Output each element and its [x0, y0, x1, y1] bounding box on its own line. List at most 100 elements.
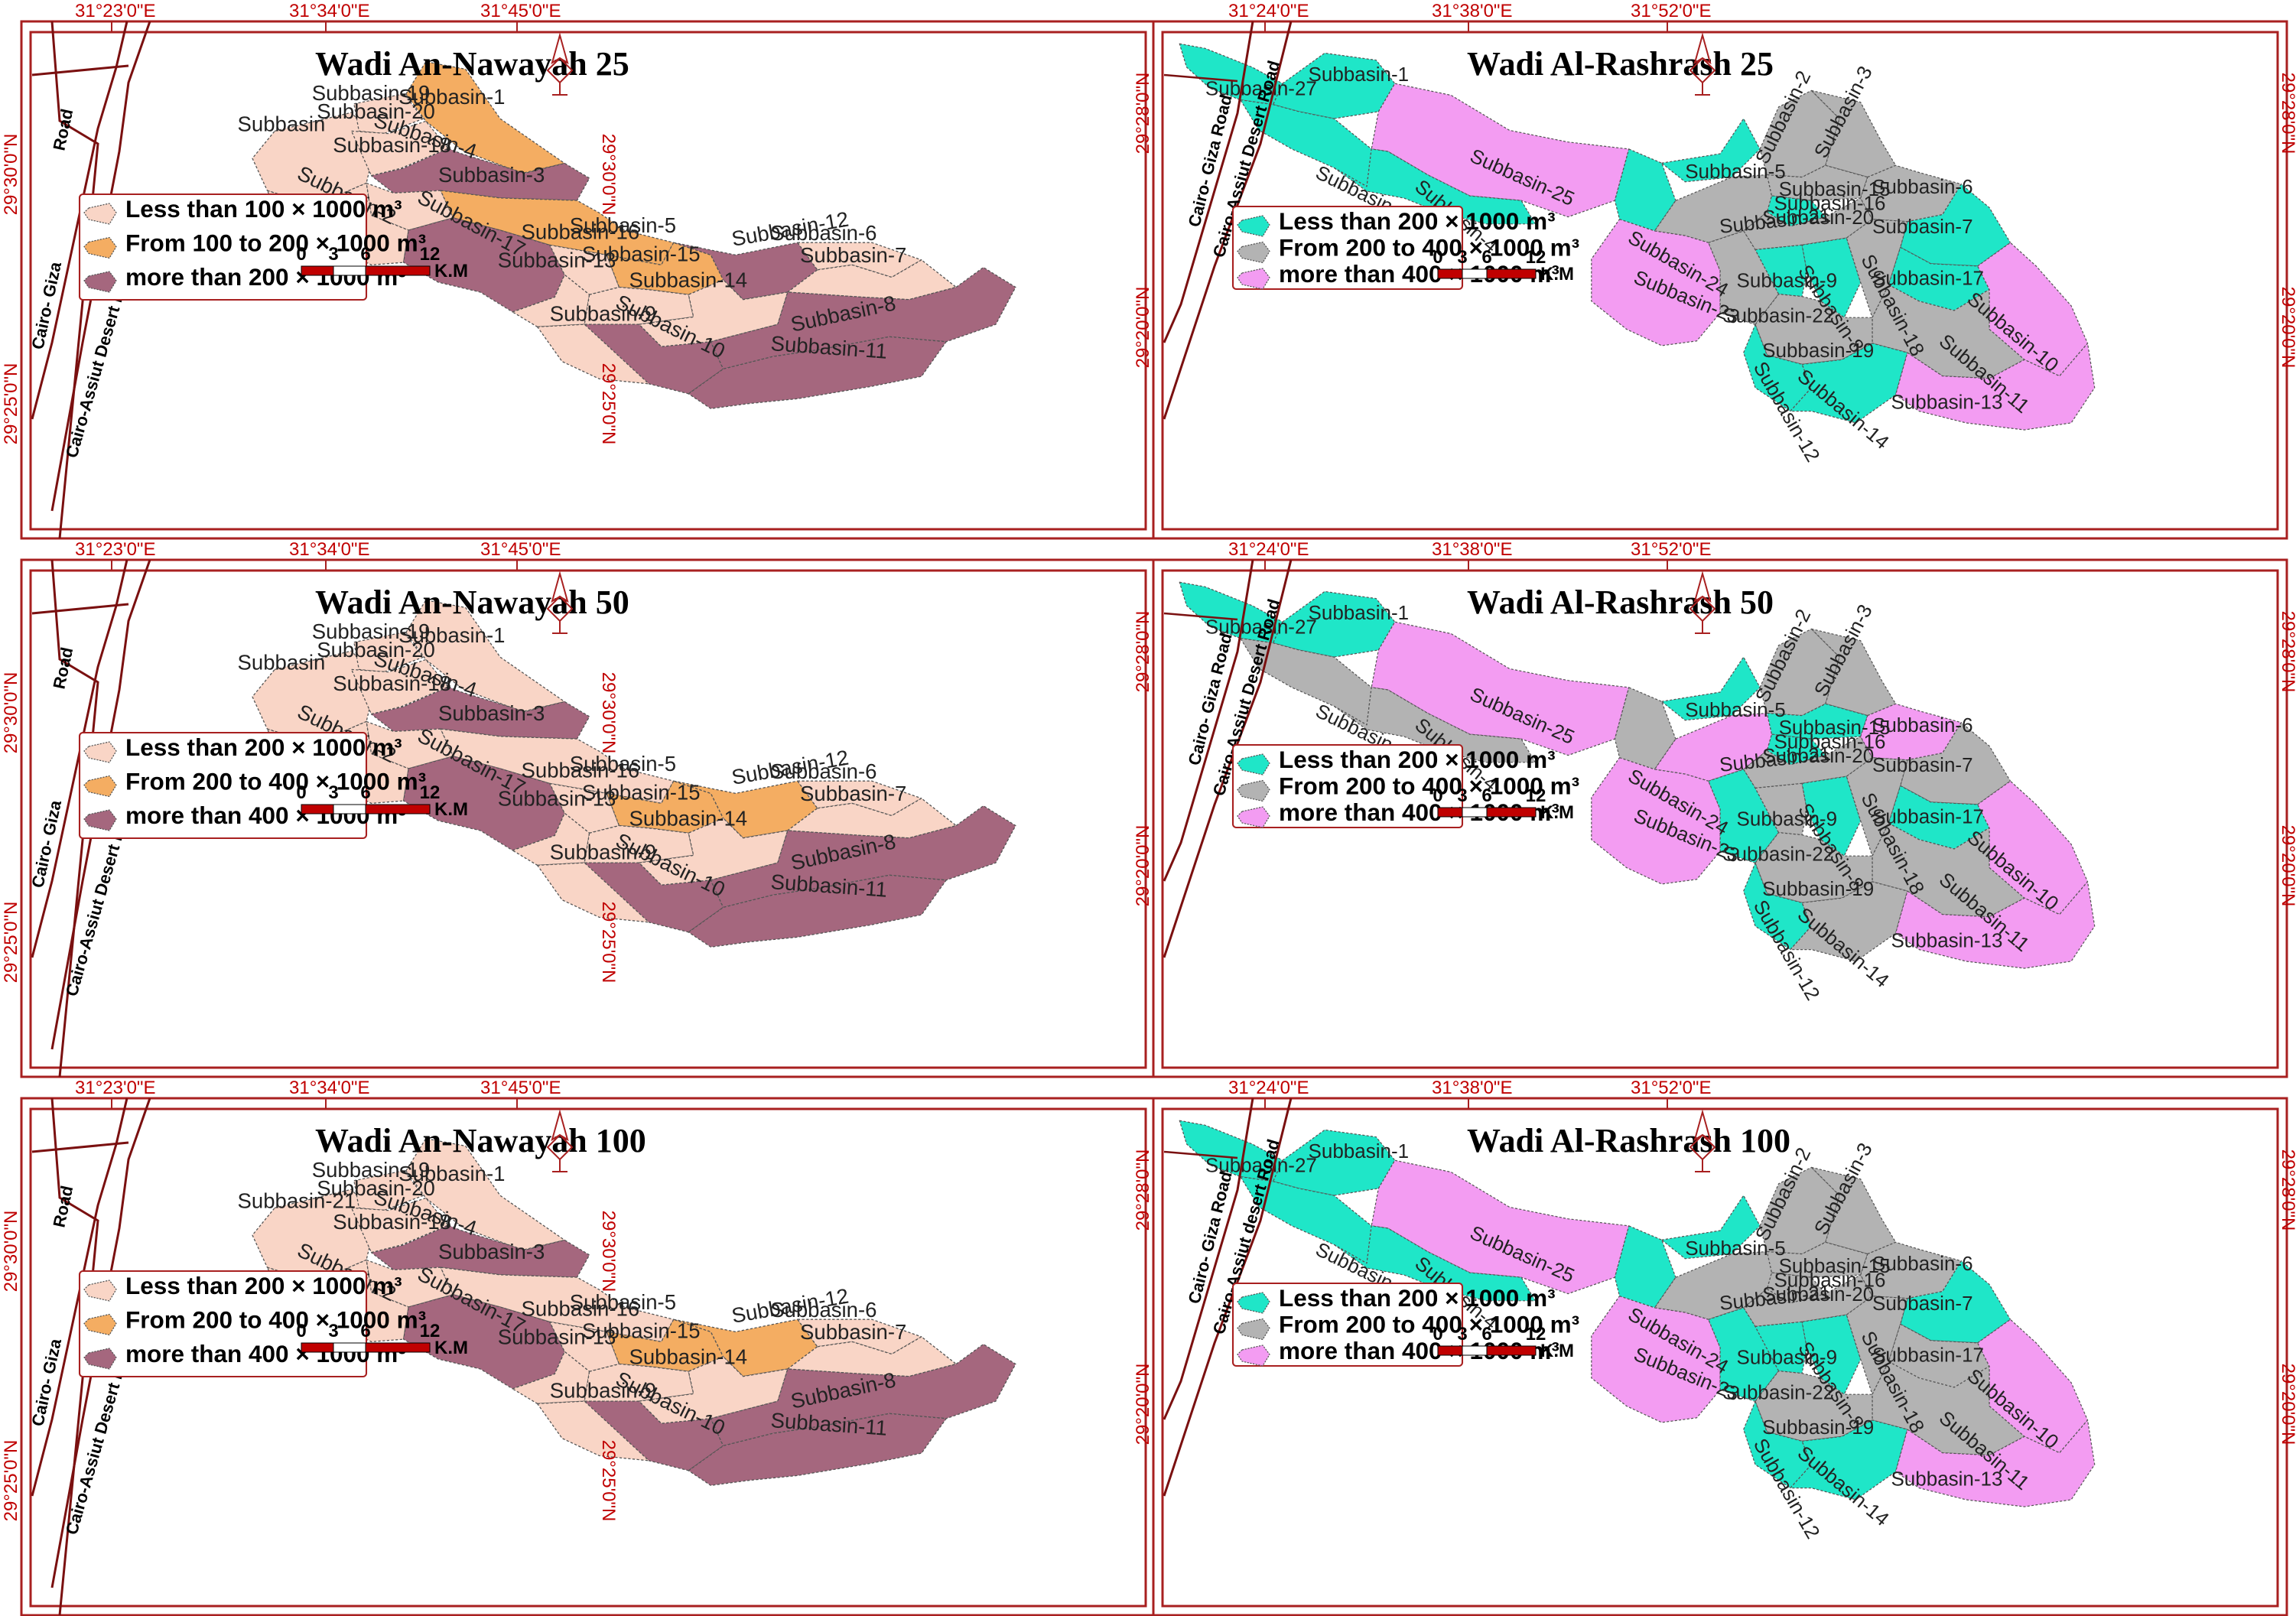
subbasin-27 — [1179, 581, 1283, 644]
subbasin-26 — [1240, 638, 1372, 726]
subbasin-label: Subbasin-6 — [1872, 714, 1973, 736]
legend-label: Less than 200 × 1000 m³ — [125, 1272, 402, 1299]
scale-tick-label: 6 — [1481, 785, 1491, 806]
subbasin-label: Subbasin-5 — [1685, 160, 1786, 183]
map-panel-rashrash-25: Subbasin-1 Subbasin-27 Subbasin-26 Subbasin… — [1133, 1, 2296, 540]
subbasin-label: Subbasin-1 — [1309, 63, 1410, 86]
latitude-label: 29°30'0"N — [1, 672, 21, 754]
subbasin-7 — [1900, 722, 2011, 805]
subbasin-label: Subbasin-17 — [1872, 1343, 1984, 1366]
scale-bar: 0 3 6 12K.M — [1433, 1324, 1574, 1361]
latitude-label: 29°28'0"N — [1133, 73, 1153, 154]
longitude-label: 31°45'0"E — [480, 1, 561, 21]
scale-unit-label: K.M — [1540, 264, 1574, 285]
latitude-label-right: 29°25'0"N — [598, 902, 619, 984]
subbasin-11 — [688, 1413, 947, 1486]
subbasin-6 — [1860, 164, 1962, 223]
subbasin-label: Subbasin-5 — [570, 1290, 676, 1314]
subbasin-label: Subbasin — [238, 650, 326, 674]
north-arrow-icon — [1689, 32, 1716, 96]
subbasin-label: Subbasin-9 — [550, 1378, 656, 1402]
subbasin-label: Subbasin-13 — [498, 787, 616, 811]
latitude-label-right: 29°30'0"N — [598, 1211, 619, 1292]
scale-tick-label: 12 — [1526, 785, 1546, 806]
subbasin-11 — [688, 336, 947, 409]
scale-bar: 0 3 6 12K.M — [296, 782, 468, 820]
subbasin-20 — [1743, 1274, 1873, 1328]
subbasin-4 — [370, 1224, 590, 1278]
scale-tick-label: 3 — [1457, 247, 1467, 268]
map-panel-nawayah-25: Subbasin-1 Subbasin-19 Subbasin-20 Subbasin… — [1, 1, 1156, 540]
subbasin-label: Subbasin-16 — [522, 1296, 640, 1320]
subbasin-label: Subbasin-5 — [1685, 1237, 1786, 1260]
legend-swatch — [1237, 806, 1270, 828]
subbasin-label: Subbasin-20 — [317, 1176, 435, 1200]
subbasin-label: Subbasin-7 — [800, 782, 906, 805]
subbasin-26 — [1240, 99, 1372, 187]
north-arrow-icon — [546, 32, 574, 96]
scale-tick-label: 6 — [360, 244, 370, 265]
subbasin-label: Subbasin-20 — [1762, 1283, 1874, 1305]
subbasin-label: Subbasin-22 — [1722, 304, 1834, 327]
subbasin-label: Subbasin-16 — [1774, 1268, 1885, 1291]
subbasin-20 — [1743, 736, 1873, 789]
subbasin-layer: Subbasin-1Subbasin-19Subbasin-20Subbasin… — [238, 1138, 1016, 1486]
subbasin-label: Subbasin-14 — [629, 1345, 747, 1369]
map-svg: Subbasin-1Subbasin-19Subbasin-20Subbasin… — [1, 539, 1156, 1078]
subbasin-label: Subbasin-1 — [398, 1162, 505, 1185]
subbasin-12 — [1743, 1400, 1813, 1489]
subbasin-label: Subbasin-1 — [398, 623, 505, 647]
subbasin-16 — [549, 782, 620, 834]
legend-swatch — [1237, 1292, 1270, 1314]
subbasin-label: Subbasin-18 — [333, 671, 451, 695]
subbasin-15 — [584, 286, 694, 325]
longitude-label: 31°45'0"E — [480, 539, 561, 560]
subbasin-label: Subbasin-20 — [1762, 206, 1874, 229]
subbasin-12 — [1743, 862, 1813, 951]
map-panel-nawayah-100: Subbasin-1 Subbasin-19 Subbasin-20 Subbasin… — [1, 1078, 1156, 1616]
longitude-label: 31°52'0"E — [1631, 1, 1711, 21]
scale-tick-label: 3 — [328, 244, 338, 265]
subbasin-label: Subbasin-3 — [438, 163, 545, 187]
subbasin-label: Subbasin-19 — [1762, 877, 1874, 900]
north-arrow-icon — [1689, 571, 1716, 634]
subbasin-1 — [1273, 1129, 1396, 1196]
scale-tick-label: 6 — [360, 782, 370, 803]
subbasin-label: Subbasin-1 — [1309, 601, 1410, 624]
subbasin-label: Subbasin-18 — [333, 133, 451, 157]
legend-label: From 200 to 400 × 1000 m³ — [1279, 772, 1579, 800]
latitude-label-right: 29°20'0"N — [2278, 825, 2296, 907]
subbasin-11 — [688, 874, 947, 948]
subbasin-4 — [1333, 1225, 1536, 1302]
scale-unit-label: K.M — [434, 1338, 468, 1358]
subbasin-13 — [1894, 1419, 2096, 1507]
legend-swatch — [83, 809, 117, 831]
longitude-label: 31°52'0"E — [1631, 1078, 1711, 1098]
longitude-label: 31°23'0"E — [75, 1, 155, 21]
subbasin-19 — [353, 632, 424, 673]
scale-tick-label: 3 — [1457, 1324, 1467, 1344]
subbasin-18 — [1846, 1296, 1908, 1395]
longitude-label: 31°23'0"E — [75, 1078, 155, 1098]
subbasin-label: Subbasin-20 — [1762, 744, 1874, 767]
subbasin-27 — [1179, 43, 1283, 106]
legend-swatch — [83, 203, 117, 225]
legend-swatch — [1237, 241, 1270, 264]
legend-label: Less than 200 × 1000 m³ — [1279, 1284, 1556, 1312]
subbasin-15 — [584, 1363, 694, 1402]
subbasin-26 — [1240, 1176, 1372, 1264]
subbasin-label: Subbasin-3 — [438, 701, 545, 725]
subbasin-label: Subbasin-5 — [1685, 698, 1786, 721]
scale-tick-label: 0 — [1433, 1324, 1442, 1344]
scale-tick-label: 3 — [1457, 785, 1467, 806]
legend-label: Less than 100 × 1000 m³ — [125, 195, 402, 223]
subbasin-label: Subbasin-18 — [333, 1210, 451, 1234]
map-title: Wadi An-Nawayah 50 — [315, 584, 629, 621]
latitude-label-right: 29°25'0"N — [598, 363, 619, 445]
subbasin-7 — [1900, 184, 2011, 267]
subbasin-label: Subbasin-20 — [317, 99, 435, 123]
legend-swatch — [1237, 779, 1270, 802]
longitude-label: 31°34'0"E — [289, 1078, 369, 1098]
scale-tick-label: 6 — [1481, 247, 1491, 268]
subbasin-label: Subbasin-13 — [1891, 1468, 2002, 1491]
